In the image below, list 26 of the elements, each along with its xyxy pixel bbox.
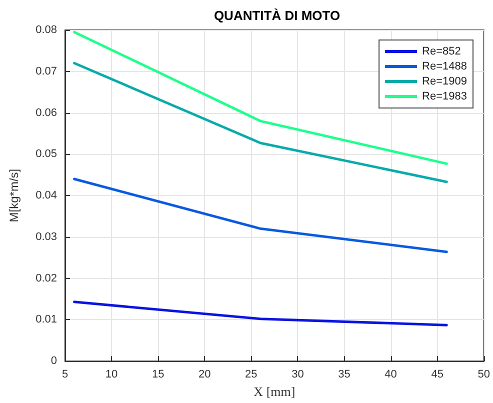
y-tick-label: 0 xyxy=(50,355,57,368)
x-tick-label: 45 xyxy=(431,368,444,381)
x-axis-title: X [mm] xyxy=(254,384,296,399)
y-tick-label: 0.03 xyxy=(36,230,57,243)
y-tick-label: 0.06 xyxy=(36,106,57,119)
legend-label: Re=1983 xyxy=(422,90,468,102)
x-tick-label: 20 xyxy=(198,368,211,381)
y-tick-label: 0.02 xyxy=(36,272,57,284)
legend-label: Re=852 xyxy=(422,46,461,58)
y-tick-label: 0.07 xyxy=(36,65,57,78)
y-tick-label: 0.04 xyxy=(36,190,57,202)
x-tick-label: 25 xyxy=(245,368,258,381)
y-tick-label: 0.01 xyxy=(36,314,57,326)
x-tick-label: 30 xyxy=(292,368,304,381)
y-tick-label: 0.08 xyxy=(36,24,57,36)
x-tick-label: 50 xyxy=(478,368,490,381)
x-tick-label: 5 xyxy=(62,368,68,381)
x-tick-label: 35 xyxy=(338,368,350,381)
x-tick-label: 15 xyxy=(152,368,164,381)
legend-label: Re=1488 xyxy=(422,60,468,72)
chart-title: QUANTITÀ DI MOTO xyxy=(214,8,340,23)
y-axis-title: M[kg*m/s] xyxy=(7,168,21,222)
y-tick-label: 0.05 xyxy=(36,148,57,160)
legend-label: Re=1909 xyxy=(422,76,468,88)
x-tick-label: 10 xyxy=(105,368,118,381)
x-tick-label: 40 xyxy=(384,368,397,381)
